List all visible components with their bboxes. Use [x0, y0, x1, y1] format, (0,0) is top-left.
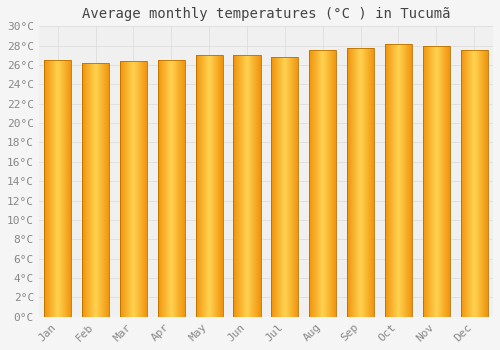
Bar: [44, 60, 72, 317]
Bar: [460, 50, 488, 317]
Bar: [158, 60, 185, 317]
Bar: [82, 63, 109, 317]
Bar: [120, 61, 147, 317]
Bar: [422, 46, 450, 317]
Bar: [196, 55, 223, 317]
Bar: [347, 48, 374, 317]
Bar: [309, 50, 336, 317]
Title: Average monthly temperatures (°C ) in Tucumã: Average monthly temperatures (°C ) in Tu…: [82, 7, 450, 21]
Bar: [271, 57, 298, 317]
Bar: [385, 44, 412, 317]
Bar: [234, 55, 260, 317]
